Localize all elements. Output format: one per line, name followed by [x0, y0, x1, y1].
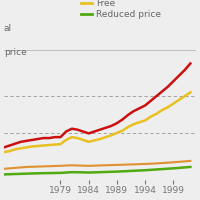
Text: price: price	[4, 48, 27, 57]
Legend: Free, Reduced price: Free, Reduced price	[81, 0, 161, 19]
Text: al: al	[4, 24, 12, 33]
